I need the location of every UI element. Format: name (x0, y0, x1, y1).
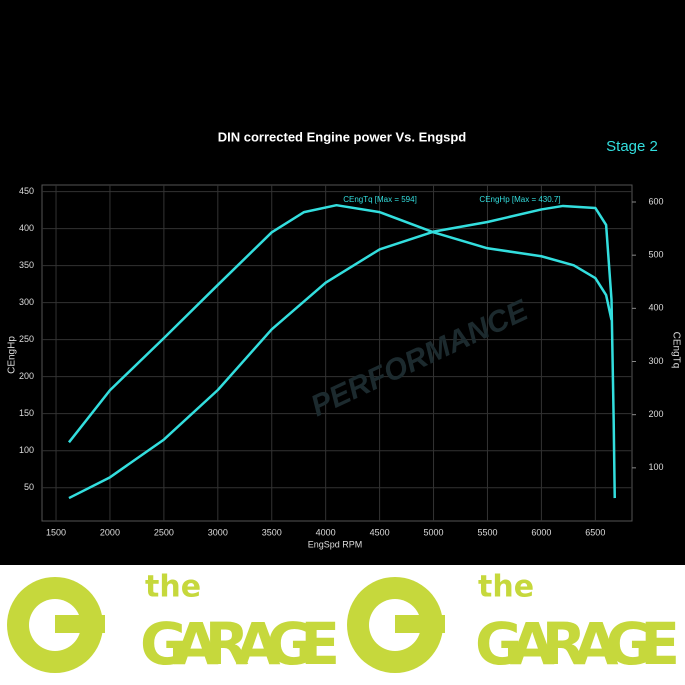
x-tick-label: 3000 (208, 527, 228, 537)
y-tick-label: 200 (19, 371, 34, 381)
banner-small: the (478, 570, 534, 605)
x-axis-label: EngSpd RPM (308, 539, 363, 549)
y-tick-label: 250 (19, 334, 34, 344)
x-tick-label: 2000 (100, 527, 120, 537)
y-tick-label: 300 (19, 297, 34, 307)
plot-area (41, 184, 633, 522)
x-tick-label: 3500 (262, 527, 282, 537)
y-tick-label: 100 (19, 445, 34, 455)
y-tick-label: 350 (19, 260, 34, 270)
y2-tick-label: 300 (648, 356, 663, 366)
y2-tick-label: 500 (648, 250, 663, 260)
logo: the GARAGE the GARAGE (7, 570, 680, 678)
x-tick-label: 4500 (370, 527, 390, 537)
x-tick-label: 2500 (154, 527, 174, 537)
y-tick-label: 150 (19, 408, 34, 418)
banner-small: the (145, 570, 201, 605)
banner-bg (0, 565, 685, 685)
y2-tick-label: 400 (648, 303, 663, 313)
y-tick-label: 400 (19, 223, 34, 233)
x-tick-label: 6500 (585, 527, 605, 537)
x-tick-label: 5000 (424, 527, 444, 537)
y2-tick-label: 200 (648, 409, 663, 419)
chart-title: DIN corrected Engine power Vs. Engspd (218, 129, 467, 144)
logo-bar (55, 615, 105, 633)
y2-tick-label: 600 (648, 196, 663, 206)
line-series (68, 204, 616, 500)
y-tick-label: 450 (19, 186, 34, 196)
y-axis-label: CEngHp (7, 336, 18, 374)
x-tick-label: 5500 (477, 527, 497, 537)
y2-axis-label: CEngTq (670, 332, 681, 369)
y2-tick-label: 100 (648, 462, 663, 472)
x-tick-label: 6000 (531, 527, 551, 537)
annotation: CEngHp [Max = 430.7] (479, 195, 560, 204)
logo-bar (395, 615, 445, 633)
chart-subtitle: Stage 2 (606, 138, 658, 155)
line-series (67, 203, 613, 444)
x-tick-label: 4000 (316, 527, 336, 537)
banner-big: GARAGE (475, 610, 680, 678)
banner-big: GARAGE (140, 610, 340, 678)
x-tick-label: 1500 (46, 527, 66, 537)
y-tick-label: 50 (24, 482, 34, 492)
annotation: CEngTq [Max = 594] (343, 195, 417, 204)
